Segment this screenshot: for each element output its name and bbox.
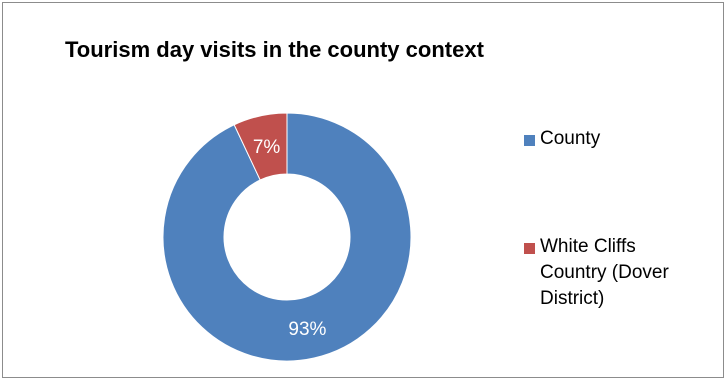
legend-label-white-cliffs-line1: White Cliffs: [540, 236, 636, 257]
legend-label-white-cliffs-line3: District): [540, 288, 605, 309]
slice-county: [162, 112, 412, 362]
legend-item-county: County: [524, 126, 710, 152]
legend-swatch-county: [524, 135, 535, 146]
legend-swatch-white-cliffs: [524, 243, 535, 254]
data-label-county: 93%: [288, 319, 326, 340]
legend-label-white-cliffs-line2: Country (Dover: [540, 262, 669, 283]
data-label-white-cliffs: 7%: [253, 137, 281, 158]
legend-item-white-cliffs: White Cliffs Country (Dover District): [524, 234, 710, 312]
chart-title: Tourism day visits in the county context: [65, 37, 484, 62]
legend-label-county: County: [540, 128, 601, 149]
slice-white-cliffs: [233, 112, 288, 181]
